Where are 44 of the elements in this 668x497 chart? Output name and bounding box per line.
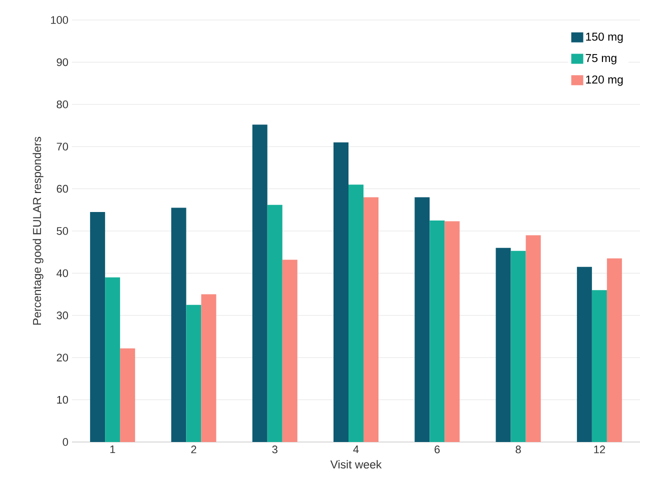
x-tick-label: 8 — [516, 446, 521, 454]
legend-label: 150 mg — [586, 32, 623, 43]
bar — [576, 266, 592, 442]
x-tick-label: 4 — [353, 446, 359, 454]
bar — [348, 184, 364, 442]
bar — [120, 348, 136, 442]
bar — [526, 235, 541, 442]
bar — [171, 208, 186, 442]
bar — [90, 212, 106, 442]
bar — [252, 124, 268, 442]
bar — [430, 220, 445, 442]
x-tick-label: 3 — [272, 446, 278, 454]
y-tick-label: 40 — [56, 269, 68, 278]
x-axis-title: Visit week — [330, 460, 382, 469]
bar — [282, 260, 298, 442]
bar — [510, 250, 526, 442]
y-tick-label: 80 — [56, 100, 68, 108]
bar — [186, 304, 202, 442]
bar — [364, 197, 378, 442]
y-tick-label: 70 — [56, 142, 68, 150]
x-tick-label: 2 — [191, 446, 196, 454]
y-tick-label: 10 — [57, 396, 68, 404]
bar — [334, 142, 348, 442]
bar — [606, 258, 622, 442]
legend-label: 75 mg — [586, 54, 616, 64]
y-tick-label: 0 — [62, 438, 68, 446]
bar — [414, 197, 430, 442]
bar — [201, 294, 216, 442]
bar — [267, 204, 282, 442]
bar — [105, 277, 120, 442]
y-axis-title: Percentage good EULAR responders — [32, 136, 44, 325]
y-tick-label: 100 — [51, 16, 68, 24]
y-tick-label: 30 — [56, 312, 68, 320]
y-tick-label: 90 — [56, 58, 68, 66]
x-tick-label: 1 — [110, 446, 116, 454]
x-tick-label: 6 — [434, 446, 440, 454]
bar — [592, 290, 607, 442]
bar — [496, 248, 511, 442]
y-tick-label: 50 — [56, 227, 68, 235]
bar — [444, 221, 460, 442]
x-tick-label: 12 — [594, 446, 605, 454]
y-tick-label: 20 — [56, 354, 68, 362]
y-tick-label: 60 — [56, 184, 68, 193]
legend-label: 120 mg — [586, 75, 623, 86]
